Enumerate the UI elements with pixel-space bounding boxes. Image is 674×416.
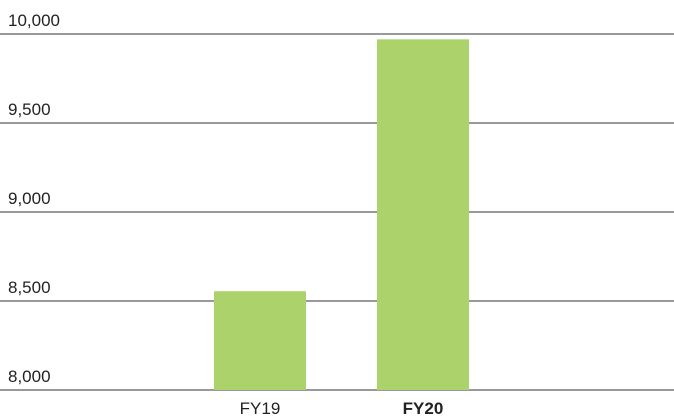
y-tick-label: 8,000: [8, 367, 51, 386]
y-tick-label: 10,000: [8, 11, 60, 30]
bar: [214, 291, 306, 390]
y-tick-label: 9,000: [8, 189, 51, 208]
y-tick-label: 8,500: [8, 278, 51, 297]
x-tick-label: FY19: [240, 399, 281, 416]
bar: [377, 39, 469, 391]
x-tick-label: FY20: [403, 399, 444, 416]
y-tick-label: 9,500: [8, 100, 51, 119]
